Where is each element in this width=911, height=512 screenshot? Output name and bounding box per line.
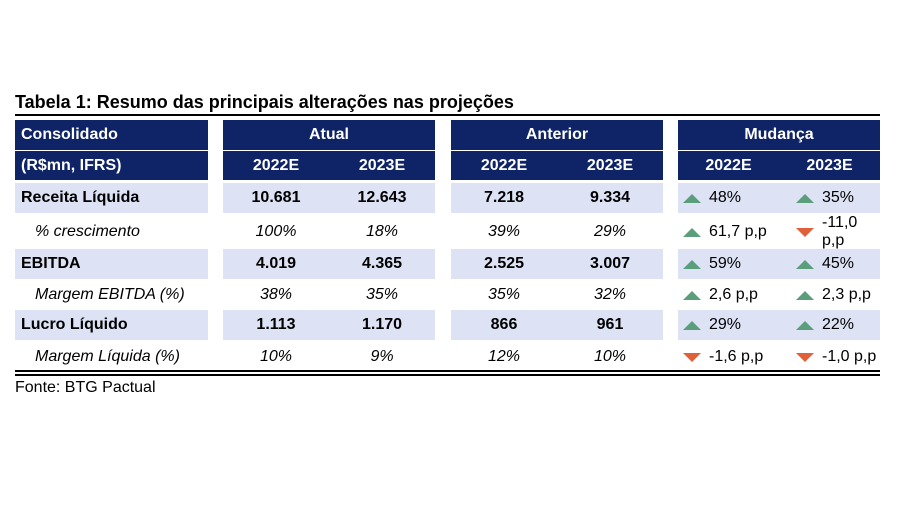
row-shading [223, 249, 435, 279]
change-cell: -1,0 p,p [796, 342, 880, 372]
triangle-up-icon [796, 290, 814, 300]
row-label: Lucro Líquido [21, 316, 128, 333]
value-cell: 10% [593, 348, 627, 365]
row-label: Receita Líquida [21, 189, 140, 206]
change-value: 2,6 p,p [709, 286, 758, 303]
row-shading [223, 310, 435, 340]
header-years-mudanca: 2022E 2023E [678, 151, 880, 180]
change-value: -1,6 p,p [709, 348, 764, 365]
value-cell: 100% [255, 223, 297, 240]
row-shading [223, 183, 435, 213]
triangle-down-icon [683, 352, 701, 362]
change-cell: -11,0 p,p [796, 214, 880, 249]
row-shading [15, 183, 208, 213]
change-value: 45% [822, 255, 855, 272]
title-rule [15, 114, 880, 116]
value-cell: 4.019 [255, 255, 297, 272]
change-cell: 2,6 p,p [683, 280, 784, 310]
change-value: 2,3 p,p [822, 286, 871, 303]
value-cell: 38% [259, 286, 293, 303]
triangle-up-icon [796, 259, 814, 269]
triangle-down-icon [796, 227, 814, 237]
row-shading [451, 310, 663, 340]
change-value: 35% [822, 189, 855, 206]
row-label: EBITDA [21, 255, 81, 272]
change-cell: 59% [683, 249, 784, 279]
year-label: 2023E [806, 156, 853, 174]
triangle-up-icon [683, 227, 701, 237]
row-shading [678, 249, 880, 279]
year-label: 2022E [252, 156, 300, 174]
change-cell: 2,3 p,p [796, 280, 880, 310]
value-cell: 18% [365, 223, 399, 240]
year-label: 2023E [358, 156, 406, 174]
bottom-rule [15, 370, 880, 372]
row-label: % crescimento [35, 223, 140, 240]
value-cell: 7.218 [483, 189, 525, 206]
change-value: 61,7 p,p [709, 223, 767, 240]
year-label: 2023E [586, 156, 634, 174]
row-shading [15, 249, 208, 279]
row-shading [678, 183, 880, 213]
change-cell: 61,7 p,p [683, 217, 784, 247]
value-cell: 10% [259, 348, 293, 365]
change-value: 29% [709, 316, 742, 333]
value-cell: 866 [490, 316, 518, 333]
triangle-up-icon [683, 290, 701, 300]
triangle-up-icon [796, 193, 814, 203]
change-value: 22% [822, 316, 855, 333]
triangle-up-icon [796, 320, 814, 330]
value-cell: 12.643 [357, 189, 407, 206]
table-title: Tabela 1: Resumo das principais alteraçõ… [15, 92, 514, 112]
value-cell: 12% [487, 348, 521, 365]
value-cell: 29% [593, 223, 627, 240]
value-cell: 1.113 [256, 316, 296, 333]
value-cell: 4.365 [361, 255, 403, 272]
header-group-atual: Atual [223, 120, 435, 150]
header-years-atual: 2022E 2023E [223, 151, 435, 180]
value-cell: 10.681 [251, 189, 301, 206]
header-consolidado: Consolidado [15, 120, 208, 150]
value-cell: 1.170 [361, 316, 403, 333]
header-years-anterior: 2022E 2023E [451, 151, 663, 180]
triangle-down-icon [796, 352, 814, 362]
value-cell: 2.525 [483, 255, 525, 272]
row-shading [15, 310, 208, 340]
change-value: 48% [709, 189, 742, 206]
header-group-mudanca: Mudança [678, 120, 880, 150]
bottom-rule [15, 374, 880, 376]
row-shading [451, 249, 663, 279]
row-label: Margem Líquida (%) [35, 348, 180, 365]
value-cell: 35% [487, 286, 521, 303]
value-cell: 35% [365, 286, 399, 303]
value-cell: 9% [370, 348, 394, 365]
change-cell: 45% [796, 249, 880, 279]
row-shading [678, 310, 880, 340]
year-label: 2022E [480, 156, 528, 174]
triangle-up-icon [683, 259, 701, 269]
header-units: (R$mn, IFRS) [15, 151, 208, 180]
row-label: Margem EBITDA (%) [35, 286, 185, 303]
triangle-up-icon [683, 193, 701, 203]
value-cell: 39% [487, 223, 521, 240]
change-cell: 29% [683, 310, 784, 340]
change-cell: -1,6 p,p [683, 342, 784, 372]
year-label: 2022E [705, 156, 752, 174]
value-cell: 3.007 [589, 255, 631, 272]
header-group-anterior: Anterior [451, 120, 663, 150]
change-value: -11,0 p,p [822, 214, 858, 249]
change-cell: 35% [796, 183, 880, 213]
change-value: -1,0 p,p [822, 348, 877, 365]
row-shading [451, 183, 663, 213]
change-value: 59% [709, 255, 742, 272]
value-cell: 961 [596, 316, 624, 333]
change-cell: 48% [683, 183, 784, 213]
triangle-up-icon [683, 320, 701, 330]
source-note: Fonte: BTG Pactual [15, 379, 156, 396]
value-cell: 9.334 [589, 189, 631, 206]
value-cell: 32% [593, 286, 627, 303]
change-cell: 22% [796, 310, 880, 340]
